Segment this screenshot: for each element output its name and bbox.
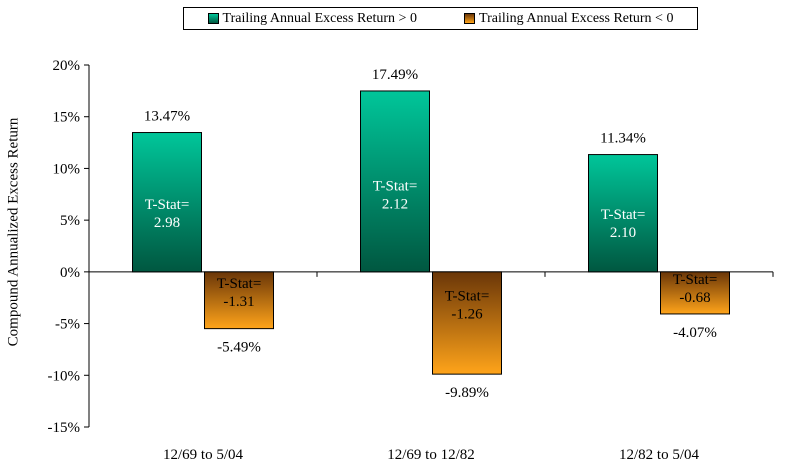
- data-label: -5.49%: [217, 340, 261, 356]
- x-tick-label: 12/69 to 5/04: [163, 447, 244, 463]
- y-tick-label: -10%: [48, 368, 81, 384]
- bar-negative: [432, 271, 502, 375]
- y-tick-label: 15%: [53, 110, 81, 126]
- tstat-label: T-Stat=: [445, 288, 490, 304]
- x-tick-label: 12/82 to 5/04: [619, 447, 700, 463]
- legend: Trailing Annual Excess Return > 0 Traili…: [183, 7, 698, 30]
- y-tick-label: 0%: [60, 265, 80, 281]
- y-tick-label: 20%: [53, 58, 81, 74]
- data-label: -9.89%: [445, 385, 489, 401]
- tstat-value: 2.12: [382, 196, 408, 212]
- x-tick-label: 12/69 to 12/82: [387, 447, 475, 463]
- tstat-value: 2.10: [610, 225, 636, 241]
- bar-positive: [360, 90, 430, 273]
- y-tick-label: -5%: [55, 317, 80, 333]
- bar-negative: [660, 271, 730, 315]
- bar-negative: [204, 271, 274, 330]
- tstat-label: T-Stat=: [145, 197, 190, 213]
- tstat-label: T-Stat=: [217, 276, 262, 292]
- data-label: 13.47%: [144, 109, 190, 125]
- y-tick-label: 5%: [60, 213, 80, 229]
- tstat-value: -1.31: [223, 294, 254, 310]
- legend-swatch-positive: [207, 13, 219, 24]
- legend-item-positive: Trailing Annual Excess Return > 0: [207, 10, 417, 27]
- legend-swatch-negative: [464, 13, 476, 24]
- tstat-value: -1.26: [451, 306, 483, 322]
- legend-label-negative: Trailing Annual Excess Return < 0: [479, 10, 674, 26]
- tstat-label: T-Stat=: [601, 207, 646, 223]
- tstat-label: T-Stat=: [373, 178, 418, 194]
- data-label: 11.34%: [600, 131, 646, 147]
- tstat-value: 2.98: [154, 215, 180, 231]
- bar-positive: [588, 154, 658, 273]
- y-tick-label: 10%: [53, 161, 81, 177]
- bar-positive: [132, 132, 202, 273]
- tstat-value: -0.68: [679, 290, 710, 306]
- tstat-label: T-Stat=: [673, 272, 718, 288]
- data-label: 17.49%: [372, 67, 418, 83]
- legend-item-negative: Trailing Annual Excess Return < 0: [464, 11, 673, 27]
- data-label: -4.07%: [673, 325, 717, 341]
- y-tick-label: -15%: [48, 420, 81, 436]
- legend-label-positive: Trailing Annual Excess Return > 0: [222, 10, 417, 26]
